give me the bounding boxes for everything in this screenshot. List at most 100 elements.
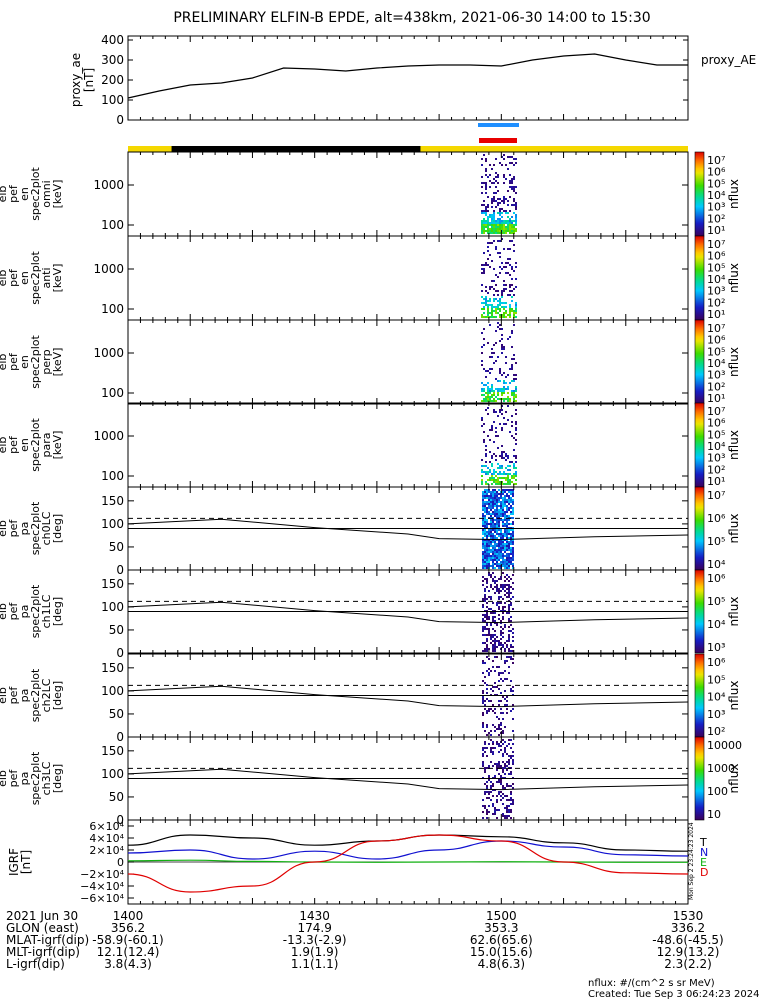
spec-pixel <box>515 479 517 481</box>
spec-pixel <box>489 186 491 188</box>
spec-pixel <box>511 284 513 286</box>
pa-pixel <box>486 797 488 799</box>
spec-pixel <box>499 252 501 254</box>
pa-pixel <box>490 739 492 741</box>
pa-pixel <box>482 680 484 682</box>
pa-pixel <box>484 596 486 598</box>
pa-pixel <box>492 547 494 549</box>
pa-pixel <box>484 563 486 565</box>
spec-pixel <box>501 208 503 210</box>
pa-pixel <box>512 555 514 557</box>
pa-pixel <box>506 543 508 545</box>
spec-pixel <box>487 216 489 218</box>
spec-ytick-label: 1000 <box>93 346 124 360</box>
spec-pixel <box>493 352 495 354</box>
pa-pixel <box>510 785 512 787</box>
spec-pixel <box>481 268 483 270</box>
pa-pixel <box>494 642 496 644</box>
spec-pixel <box>515 471 517 473</box>
pa-pixel <box>508 547 510 549</box>
colorbar-label-group: nflux <box>727 764 741 794</box>
pa-pixel <box>496 511 498 513</box>
pa-pixel <box>494 646 496 648</box>
pa-ytick-label: 0 <box>116 730 124 744</box>
spec-pixel <box>487 242 489 244</box>
spec-pixel <box>495 396 497 398</box>
pa-pixel <box>482 702 484 704</box>
pa-pixel <box>490 539 492 541</box>
pa-losscone-line <box>127 685 689 708</box>
spec-pixel <box>497 477 499 479</box>
pa-pixel <box>504 773 506 775</box>
spec-pixel <box>505 376 507 378</box>
panel-ylabel-line: pa <box>18 605 31 619</box>
pa-pixel <box>504 584 506 586</box>
pa-pixel <box>482 580 484 582</box>
spec-pixel <box>511 425 513 427</box>
pa-pixel <box>500 555 502 557</box>
pa-pixel <box>490 545 492 547</box>
spec-pixel <box>495 342 497 344</box>
spec-pixel <box>485 455 487 457</box>
pa-pixel <box>504 567 506 569</box>
spec-pixel <box>501 228 503 230</box>
spec-pixel <box>491 304 493 306</box>
pa-pixel <box>496 799 498 801</box>
pa-pixel <box>502 793 504 795</box>
spec-pixel <box>499 220 501 222</box>
panel-ylabel-line: pef <box>7 435 20 454</box>
pa-pixel <box>508 815 510 817</box>
spec-pixel <box>515 186 517 188</box>
spec-pixel <box>493 192 495 194</box>
pa-pixel <box>482 537 484 539</box>
pa-pixel <box>506 588 508 590</box>
pitch-angle-panels: 150100500elbpefpaspec2plotch0LC[deg]10⁷1… <box>0 486 742 827</box>
spec-pixel <box>493 473 495 475</box>
pa-pixel <box>486 497 488 499</box>
pa-pixel <box>500 576 502 578</box>
pa-pixel <box>510 710 512 712</box>
pa-pixel <box>500 531 502 533</box>
pa-pixel <box>488 523 490 525</box>
spec-pixel <box>501 429 503 431</box>
spec-panel-3: 1000100elbpefenspec2plotperp[keV]10⁷10⁶1… <box>0 319 741 405</box>
pa-pixel <box>508 608 510 610</box>
spec-pixel <box>499 272 501 274</box>
pa-pixel <box>486 640 488 642</box>
colorbar-tick-label: 10³ <box>707 201 725 214</box>
panel-ylabel-line: pef <box>7 519 20 538</box>
pa-pixel <box>504 547 506 549</box>
spec-pixel <box>497 176 499 178</box>
pa-pixel <box>482 628 484 630</box>
pa-pixel <box>488 533 490 535</box>
pa-pixel <box>506 533 508 535</box>
spec-pixel <box>485 473 487 475</box>
spec-pixel <box>509 162 511 164</box>
pa-pixel <box>494 656 496 658</box>
pa-pixel <box>498 545 500 547</box>
pa-pixel <box>504 497 506 499</box>
pa-pixel <box>510 539 512 541</box>
pa-pixel <box>494 682 496 684</box>
pa-pixel <box>492 753 494 755</box>
spec-pixel <box>485 316 487 318</box>
spec-pixel <box>491 224 493 226</box>
pa-pixel <box>484 509 486 511</box>
spec-pixel <box>499 300 501 302</box>
panel-ylabel-line: ch1LC <box>40 594 53 628</box>
spec-pixel <box>497 240 499 242</box>
pa-pixel <box>498 751 500 753</box>
spec-pixel <box>501 314 503 316</box>
spec-pixel <box>499 314 501 316</box>
pa-pixel <box>510 537 512 539</box>
pa-pixel <box>488 797 490 799</box>
spec-pixel <box>515 427 517 429</box>
pa-pixel <box>488 700 490 702</box>
pa-pixel <box>498 551 500 553</box>
pa-pixel <box>486 813 488 815</box>
pa-pixel <box>482 519 484 521</box>
pa-pixel <box>482 763 484 765</box>
spec-pixel <box>503 392 505 394</box>
spec-pixel <box>505 288 507 290</box>
